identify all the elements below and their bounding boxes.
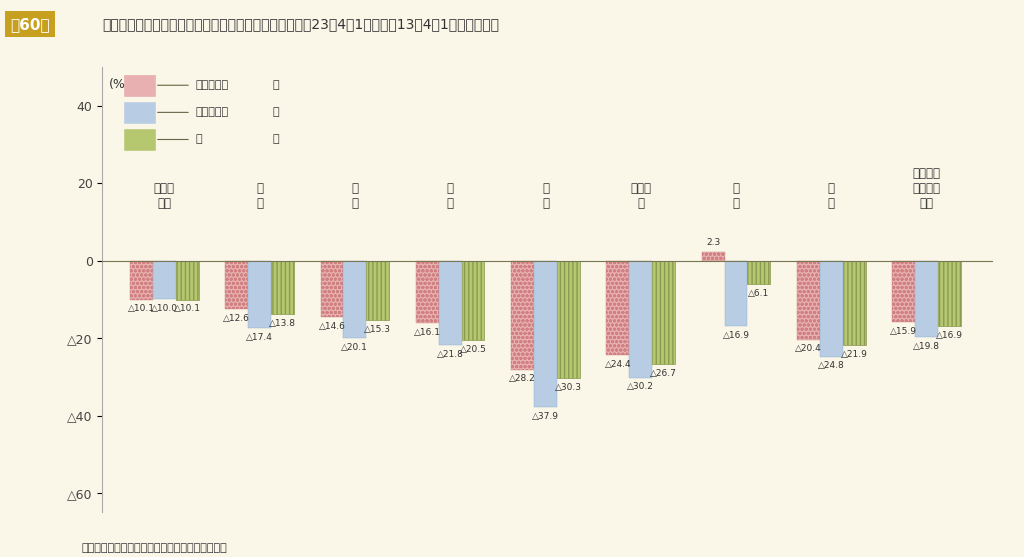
- Text: △24.4: △24.4: [604, 360, 631, 369]
- Bar: [511, 261, 535, 370]
- Text: 2.3: 2.3: [706, 238, 720, 247]
- Text: 土
木: 土 木: [827, 182, 835, 210]
- Bar: [130, 261, 153, 300]
- Text: △13.8: △13.8: [269, 319, 296, 328]
- Text: 税
務: 税 務: [256, 182, 263, 210]
- Text: △21.9: △21.9: [841, 350, 867, 359]
- Text: △30.2: △30.2: [628, 382, 654, 391]
- Bar: [748, 261, 770, 284]
- Bar: [915, 261, 938, 338]
- Text: △12.6: △12.6: [223, 314, 250, 323]
- Text: △26.7: △26.7: [650, 369, 677, 378]
- Bar: [321, 261, 343, 317]
- Text: 労
働: 労 働: [542, 182, 549, 210]
- Text: 衛
生: 衛 生: [446, 182, 454, 210]
- Text: △37.9: △37.9: [531, 412, 559, 421]
- Text: △16.9: △16.9: [936, 331, 963, 340]
- Text: 第60図: 第60図: [10, 17, 50, 32]
- Bar: [248, 261, 271, 328]
- Bar: [124, 129, 155, 150]
- Text: 村: 村: [272, 108, 279, 118]
- Bar: [462, 261, 484, 340]
- Text: △10.1: △10.1: [174, 304, 201, 314]
- Text: 商
工: 商 工: [732, 182, 739, 210]
- Text: (%): (%): [110, 79, 131, 91]
- Text: △21.8: △21.8: [437, 350, 464, 359]
- Text: 都　道　府: 都 道 府: [196, 80, 229, 90]
- Text: 県: 県: [272, 80, 279, 90]
- Text: △16.1: △16.1: [414, 328, 440, 336]
- Bar: [176, 261, 199, 300]
- Text: △16.9: △16.9: [723, 331, 750, 340]
- Text: 市　　　町: 市 町: [196, 108, 229, 118]
- Bar: [606, 261, 630, 355]
- Text: △15.3: △15.3: [365, 325, 391, 334]
- Bar: [124, 75, 155, 96]
- Text: 一般行政関係職員の部門別、団体種類別増減状況（平成23年4月1日と平成13年4月1日との比較）: 一般行政関係職員の部門別、団体種類別増減状況（平成23年4月1日と平成13年4月…: [102, 17, 500, 31]
- Bar: [271, 261, 294, 314]
- Text: 計: 計: [272, 134, 279, 144]
- Text: 一般行政
関係職員
合計: 一般行政 関係職員 合計: [912, 167, 941, 210]
- Bar: [797, 261, 820, 340]
- Bar: [416, 261, 438, 323]
- Text: △30.3: △30.3: [555, 383, 582, 392]
- Text: △20.5: △20.5: [460, 345, 486, 354]
- Text: △20.4: △20.4: [795, 344, 822, 353]
- Bar: [892, 261, 915, 322]
- Bar: [938, 261, 961, 326]
- Bar: [153, 261, 176, 299]
- Bar: [124, 102, 155, 123]
- Bar: [725, 261, 748, 326]
- Bar: [652, 261, 675, 364]
- Text: △24.8: △24.8: [818, 361, 845, 370]
- Text: 議会・
総務: 議会・ 総務: [154, 182, 175, 210]
- Bar: [630, 261, 652, 378]
- Bar: [367, 261, 389, 320]
- Bar: [535, 261, 557, 407]
- Text: 農林水
産: 農林水 産: [630, 182, 651, 210]
- Text: △28.2: △28.2: [509, 374, 536, 384]
- Text: △15.9: △15.9: [890, 327, 918, 336]
- Text: （注）「地方公務員給与実態調査」により算出。: （注）「地方公務員給与実態調査」により算出。: [82, 544, 227, 554]
- Text: △19.8: △19.8: [913, 342, 940, 351]
- Text: △10.0: △10.0: [151, 304, 178, 313]
- Text: △14.6: △14.6: [318, 322, 345, 331]
- Text: △17.4: △17.4: [246, 333, 273, 341]
- Text: 民
生: 民 生: [351, 182, 358, 210]
- Bar: [557, 261, 580, 378]
- Text: △10.1: △10.1: [128, 304, 155, 314]
- Bar: [843, 261, 865, 345]
- Bar: [701, 252, 725, 261]
- Bar: [438, 261, 462, 345]
- Text: △6.1: △6.1: [749, 289, 769, 298]
- Bar: [343, 261, 367, 339]
- Bar: [820, 261, 843, 356]
- Text: △20.1: △20.1: [341, 343, 369, 352]
- Bar: [225, 261, 248, 309]
- Text: 合: 合: [196, 134, 203, 144]
